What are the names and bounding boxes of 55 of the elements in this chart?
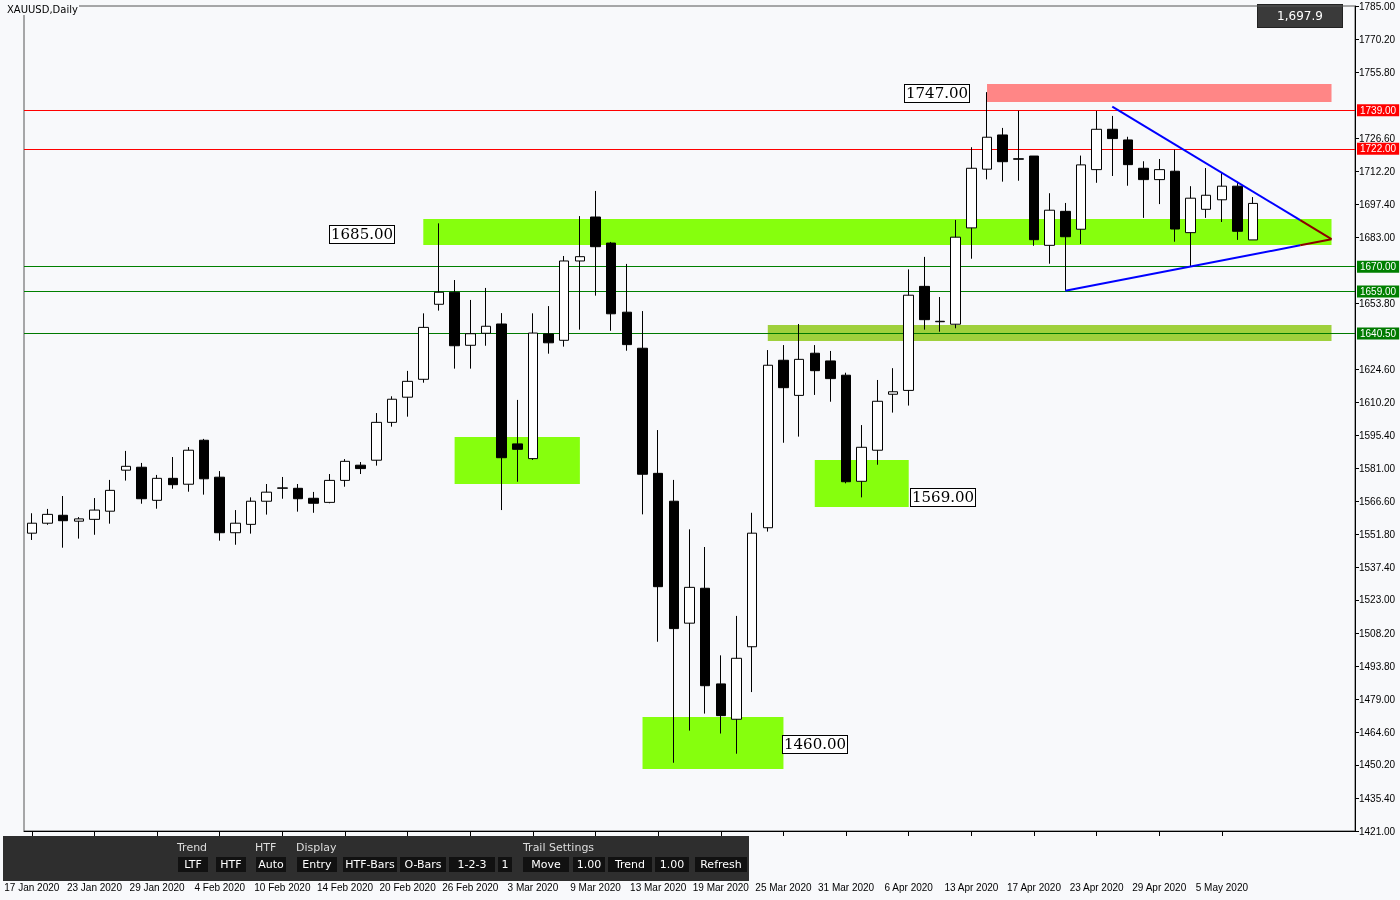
ref-line-label: 1722.00	[1360, 143, 1397, 155]
x-tick-label: 3 Mar 2020	[507, 881, 559, 893]
annotation: 1747.00	[904, 84, 971, 103]
x-tick-label: 4 Feb 2020	[194, 881, 246, 893]
y-tick-label: 1712.20	[1359, 165, 1396, 177]
y-tick-label: 1450.20	[1359, 759, 1396, 771]
x-tick-label: 14 Feb 2020	[316, 881, 374, 893]
y-tick-label: 1683.00	[1359, 231, 1396, 243]
annotation: 1569.00	[910, 488, 977, 507]
indicator-toolbar: Trend LTF HTF HTF Auto Display Entry HTF-Bars O-Bars 1-2-3 1 Trail Settings Move 1.00 Trend 1.00 Refresh	[3, 836, 749, 881]
price-box: 1,697.9	[1257, 4, 1343, 28]
x-tick-label: 23 Apr 2020	[1069, 881, 1125, 893]
x-tick-label: 5 May 2020	[1195, 881, 1249, 893]
y-tick-label: 1726.60	[1359, 132, 1396, 144]
x-tick-label: 13 Apr 2020	[944, 881, 999, 893]
x-tick-label: 26 Feb 2020	[442, 881, 499, 893]
y-tick-label: 1523.00	[1359, 594, 1396, 606]
x-tick-label: 20 Feb 2020	[379, 881, 437, 893]
x-tick-label: 29 Jan 2020	[129, 881, 186, 893]
x-tick-label: 17 Jan 2020	[4, 881, 60, 893]
y-tick-label: 1581.00	[1359, 462, 1396, 474]
ref-line-label: 1670.00	[1360, 261, 1397, 273]
y-tick-label: 1624.60	[1359, 364, 1396, 376]
y-tick-label: 1537.40	[1359, 561, 1396, 573]
y-tick-label: 1785.00	[1359, 0, 1396, 12]
ref-line-label: 1659.00	[1360, 286, 1397, 298]
y-tick-label: 1755.80	[1359, 66, 1396, 78]
y-tick-label: 1421.00	[1359, 825, 1396, 837]
x-tick-label: 17 Apr 2020	[1007, 881, 1062, 893]
x-tick-label: 31 Mar 2020	[818, 881, 875, 893]
x-tick-label: 6 Apr 2020	[884, 881, 934, 893]
x-tick-label: 25 Mar 2020	[755, 881, 812, 893]
y-tick-label: 1770.20	[1359, 34, 1396, 46]
x-tick-label: 23 Jan 2020	[66, 881, 123, 893]
y-tick-label: 1479.00	[1359, 694, 1396, 706]
chart-title: XAUUSD,Daily	[6, 4, 79, 15]
annotation: 1460.00	[782, 735, 849, 754]
y-tick-label: 1508.20	[1359, 627, 1396, 639]
y-tick-label: 1435.40	[1359, 792, 1396, 804]
x-tick-label: 10 Feb 2020	[254, 881, 311, 893]
x-tick-label: 29 Apr 2020	[1132, 881, 1187, 893]
y-tick-label: 1551.80	[1359, 529, 1396, 541]
y-tick-label: 1610.20	[1359, 396, 1396, 408]
y-tick-label: 1697.40	[1359, 199, 1396, 211]
y-tick-label: 1566.60	[1359, 495, 1396, 507]
x-tick-label: 9 Mar 2020	[570, 881, 622, 893]
annotation: 1685.00	[329, 225, 396, 244]
y-tick-label: 1595.40	[1359, 430, 1396, 442]
x-tick-label: 13 Mar 2020	[630, 881, 687, 893]
ref-line-label: 1739.00	[1360, 104, 1397, 116]
y-tick-label: 1493.80	[1359, 660, 1396, 672]
y-tick-label: 1464.60	[1359, 726, 1396, 738]
ref-line-label: 1640.50	[1360, 328, 1397, 340]
x-tick-label: 19 Mar 2020	[692, 881, 750, 893]
y-tick-label: 1653.80	[1359, 297, 1396, 309]
